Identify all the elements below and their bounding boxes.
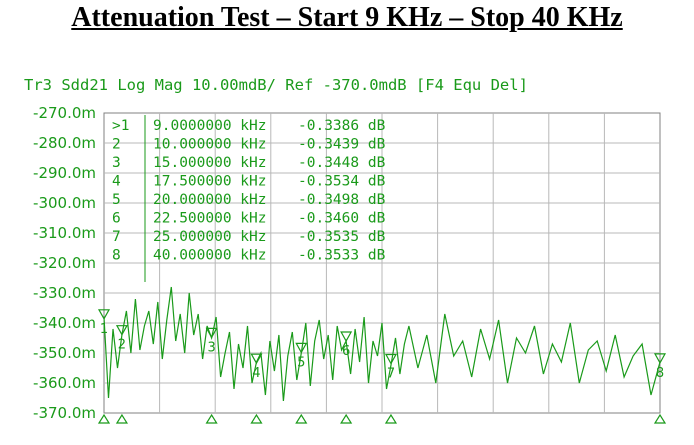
marker-row-id: 2 (112, 137, 121, 153)
marker-4-label: 4 (252, 366, 260, 381)
marker-row-id: 7 (112, 229, 121, 245)
y-tick-label: -310.0m (33, 224, 96, 242)
marker-row-value: -0.3386 dB (298, 118, 386, 134)
marker-2-label: 2 (118, 338, 126, 353)
marker-5-label: 5 (297, 355, 305, 370)
y-axis-ticks: -270.0m -280.0m -290.0m -300.0m -310.0m -320.… (33, 104, 96, 422)
marker-row-id: 3 (112, 155, 121, 171)
markers: 12 3 4 5 6 7 8 (97, 309, 667, 424)
marker-row-freq: 22.500000 kHz (153, 211, 267, 227)
marker-5-axis-triangle (295, 413, 308, 424)
marker-8-triangle (653, 353, 667, 365)
y-tick-label: -300.0m (33, 194, 96, 212)
marker-5-triangle (295, 342, 308, 354)
marker-3-triangle (205, 327, 218, 339)
y-tick-label: -280.0m (33, 134, 96, 152)
marker-row-id: 5 (112, 192, 121, 208)
chart-title: Attenuation Test – Start 9 KHz – Stop 40… (71, 2, 623, 33)
marker-row-value: -0.3439 dB (298, 137, 386, 153)
marker-row-value: -0.3448 dB (298, 155, 386, 171)
marker-row-freq: 40.000000 kHz (153, 248, 267, 264)
marker-row-value: -0.3533 dB (298, 248, 386, 264)
y-tick-label: -340.0m (33, 314, 96, 332)
y-tick-label: -270.0m (33, 104, 96, 122)
marker-row-freq: 25.000000 kHz (153, 229, 267, 245)
marker-table: >1 9.0000000 kHz -0.3386 dB 2 10.000000 kHz -… (112, 115, 386, 282)
marker-row-freq: 10.000000 kHz (153, 137, 267, 153)
marker-4-axis-triangle (250, 413, 263, 424)
marker-7-triangle (384, 353, 397, 365)
trace (103, 286, 661, 402)
trace-line (103, 286, 661, 402)
marker-row-freq: 9.0000000 kHz (153, 118, 267, 134)
marker-row-value: -0.3460 dB (298, 211, 386, 227)
marker-row-freq: 20.000000 kHz (153, 192, 267, 208)
marker-2-axis-triangle (115, 413, 129, 424)
y-tick-label: -290.0m (33, 164, 96, 182)
marker-7-axis-triangle (384, 413, 398, 424)
marker-row-id: 6 (112, 211, 121, 227)
marker-row-id: 4 (112, 174, 121, 190)
y-tick-label: -320.0m (33, 254, 96, 272)
marker-row-freq: 17.500000 kHz (153, 174, 267, 190)
marker-row-value: -0.3534 dB (298, 174, 386, 190)
y-tick-label: -350.0m (33, 344, 96, 362)
marker-1-triangle (97, 309, 111, 321)
marker-2-triangle (115, 325, 128, 336)
y-tick-label: -330.0m (33, 284, 96, 302)
marker-row-id: 8 (112, 248, 121, 264)
marker-3-axis-triangle (205, 413, 218, 424)
marker-row-id: >1 (112, 118, 129, 134)
marker-7-label: 7 (387, 367, 395, 382)
marker-8-label: 8 (656, 366, 664, 381)
trace-header: Tr3 Sdd21 Log Mag 10.00mdB/ Ref -370.0md… (24, 76, 528, 94)
marker-1-label: 1 (100, 322, 108, 337)
marker-1-axis-triangle (97, 413, 111, 424)
marker-6-label: 6 (342, 344, 350, 359)
marker-row-value: -0.3535 dB (298, 229, 386, 245)
marker-3-label: 3 (207, 340, 215, 355)
y-tick-label: -370.0m (33, 404, 96, 422)
marker-6-triangle (340, 331, 353, 343)
marker-row-freq: 15.000000 kHz (153, 155, 267, 171)
marker-8-axis-triangle (653, 413, 667, 424)
marker-4-triangle (250, 353, 263, 365)
marker-6-axis-triangle (340, 413, 353, 424)
y-tick-label: -360.0m (33, 374, 96, 392)
marker-row-value: -0.3498 dB (298, 192, 386, 208)
